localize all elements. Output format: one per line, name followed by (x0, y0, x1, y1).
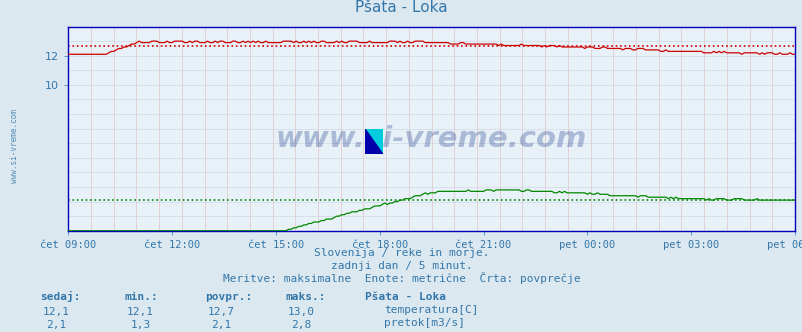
Text: 12,7: 12,7 (207, 307, 234, 317)
Text: Slovenija / reke in morje.: Slovenija / reke in morje. (314, 248, 488, 258)
Text: Pšata - Loka: Pšata - Loka (365, 292, 446, 302)
Polygon shape (365, 129, 383, 154)
Text: zadnji dan / 5 minut.: zadnji dan / 5 minut. (330, 261, 472, 271)
Text: Meritve: maksimalne  Enote: metrične  Črta: povprečje: Meritve: maksimalne Enote: metrične Črta… (222, 272, 580, 284)
Text: www.si-vreme.com: www.si-vreme.com (276, 125, 586, 153)
Text: 2,8: 2,8 (290, 320, 311, 330)
Text: www.si-vreme.com: www.si-vreme.com (10, 109, 19, 183)
Text: 2,1: 2,1 (46, 320, 67, 330)
Text: 12,1: 12,1 (127, 307, 154, 317)
Text: Pšata - Loka: Pšata - Loka (354, 0, 448, 15)
Text: sedaj:: sedaj: (40, 291, 80, 302)
Text: min.:: min.: (124, 292, 158, 302)
Text: temperatura[C]: temperatura[C] (383, 305, 478, 315)
Text: pretok[m3/s]: pretok[m3/s] (383, 318, 464, 328)
Text: maks.:: maks.: (285, 292, 325, 302)
Text: 1,3: 1,3 (130, 320, 151, 330)
Text: 13,0: 13,0 (287, 307, 314, 317)
Polygon shape (365, 129, 383, 154)
Text: povpr.:: povpr.: (205, 292, 252, 302)
Text: 2,1: 2,1 (210, 320, 231, 330)
Text: 12,1: 12,1 (43, 307, 70, 317)
